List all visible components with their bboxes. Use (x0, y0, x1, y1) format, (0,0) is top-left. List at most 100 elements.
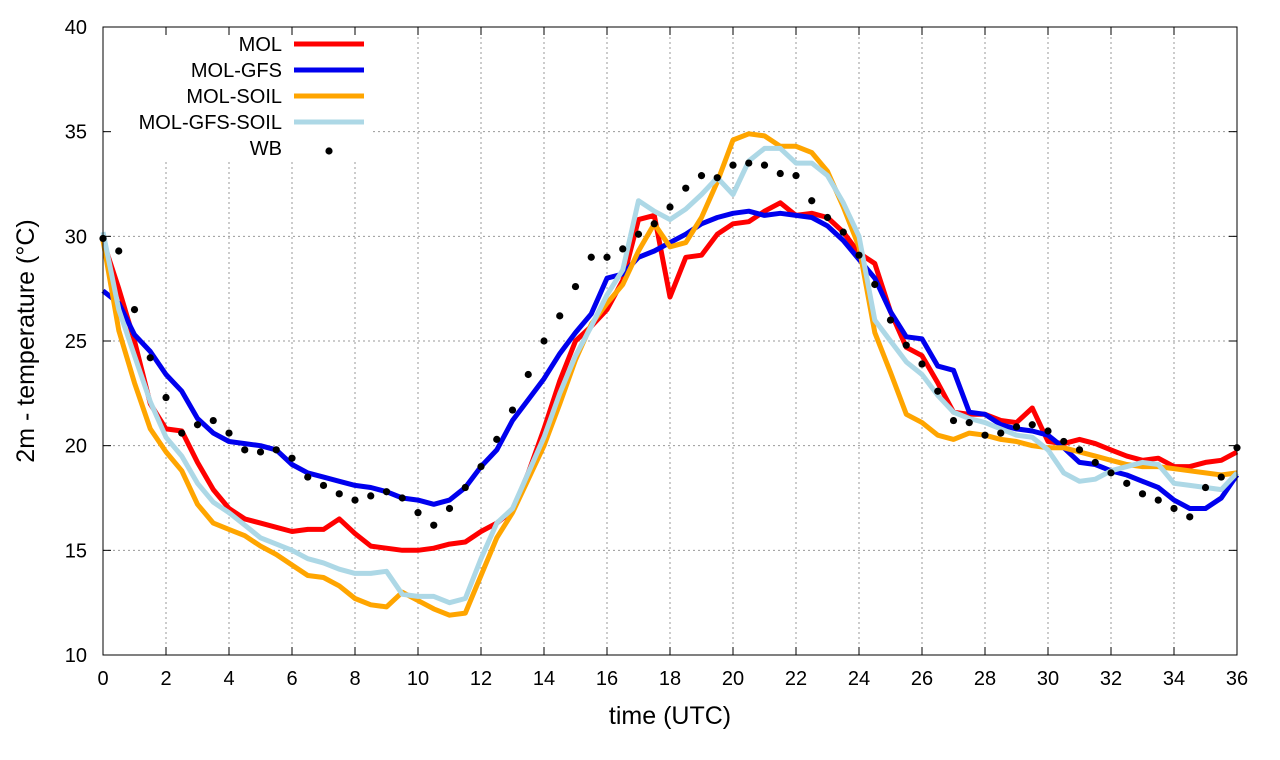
data-point-wb (666, 203, 674, 211)
x-tick-label: 22 (785, 668, 807, 690)
data-point-wb (430, 521, 438, 529)
data-point-wb (1217, 473, 1225, 481)
data-point-wb (603, 253, 611, 261)
data-point-wb (130, 306, 139, 314)
data-point-wb (934, 387, 942, 395)
data-point-wb (193, 421, 202, 429)
series-line-mol (100, 200, 1239, 553)
data-point-wb (1012, 423, 1021, 431)
x-tick-label: 20 (722, 668, 744, 690)
data-point-wb (241, 446, 249, 454)
data-point-wb (445, 504, 454, 513)
data-point-wb (414, 509, 422, 517)
x-tick-label: 16 (596, 668, 618, 690)
data-point-wb (902, 341, 910, 349)
data-point-wb (760, 161, 769, 169)
x-tick-label: 32 (1100, 668, 1122, 690)
x-tick-label: 28 (974, 668, 996, 690)
data-point-wb (556, 312, 564, 320)
data-point-wb (540, 337, 548, 345)
data-point-wb (650, 220, 658, 228)
x-tick-label: 26 (911, 668, 933, 690)
data-point-wb (1170, 504, 1178, 513)
data-point-wb (1154, 496, 1162, 504)
x-tick-label: 10 (407, 668, 429, 690)
data-point-wb (587, 253, 595, 261)
data-point-wb (682, 184, 690, 192)
data-point-wb (209, 416, 217, 425)
data-point-wb (808, 197, 816, 205)
data-point-wb (162, 393, 170, 402)
data-point-wb (382, 488, 391, 496)
y-tick-label: 25 (65, 331, 87, 353)
data-point-wb (367, 492, 375, 500)
data-point-wb (745, 159, 753, 167)
y-tick-label: 20 (65, 436, 87, 458)
series-line-mol-gfs-soil (100, 145, 1239, 606)
legend-label-mol-gfs-soil: MOL-GFS-SOIL (139, 112, 282, 134)
data-point-wb (524, 370, 532, 379)
data-point-wb (225, 429, 233, 437)
y-tick-label: 10 (65, 645, 87, 667)
data-point-wb (272, 446, 280, 454)
legend-label-mol-soil: MOL-SOIL (186, 86, 282, 108)
data-point-wb (634, 230, 643, 238)
data-point-wb (477, 463, 485, 471)
data-point-wb (1186, 513, 1194, 521)
legend: MOL MOL-GFS MOL-SOIL MOL-GFS-SOIL WB (139, 34, 364, 160)
data-point-wb (776, 169, 784, 178)
data-point-wb (319, 481, 328, 490)
x-tick-label: 14 (533, 668, 555, 690)
data-point-wb (115, 247, 123, 255)
data-point-wb (1091, 458, 1099, 467)
data-point-wb (571, 282, 580, 291)
data-point-wb (461, 483, 469, 492)
legend-label-mol: MOL (239, 34, 282, 56)
data-point-wb (1060, 437, 1068, 446)
y-tick-label: 15 (65, 540, 87, 562)
x-tick-label: 2 (160, 668, 171, 690)
x-tick-label: 24 (848, 668, 870, 690)
x-tick-label: 30 (1037, 668, 1059, 690)
y-tick-label: 40 (65, 17, 87, 39)
data-point-wb (508, 406, 517, 414)
data-point-wb (713, 174, 721, 182)
data-point-wb (256, 448, 265, 456)
data-point-wb (146, 354, 154, 362)
data-point-wb (855, 251, 863, 259)
data-point-wb (839, 228, 847, 236)
data-point-wb (304, 473, 312, 481)
data-point-wb (981, 431, 989, 439)
data-point-wb (823, 213, 832, 222)
data-point-wb (1044, 427, 1052, 435)
x-tick-label: 4 (223, 668, 234, 690)
data-point-wb (351, 496, 359, 504)
data-point-wb (1138, 490, 1147, 498)
data-point-wb (1075, 446, 1084, 454)
data-point-wb (1028, 421, 1036, 429)
data-point-wb (1123, 479, 1131, 487)
data-point-wb (792, 172, 800, 180)
data-point-wb (965, 419, 973, 427)
x-tick-label: 6 (286, 668, 297, 690)
x-tick-label: 0 (97, 668, 108, 690)
data-point-wb (1201, 483, 1210, 492)
data-point-wb (1107, 469, 1115, 477)
data-point-wb (178, 429, 186, 437)
series-points-wb (99, 159, 1241, 529)
axis-ticks (102, 26, 1238, 656)
x-tick-label: 36 (1226, 668, 1248, 690)
data-point-wb (697, 172, 706, 180)
x-tick-label: 18 (659, 668, 681, 690)
data-point-wb (918, 360, 926, 368)
data-point-wb (398, 494, 406, 502)
data-point-wb (619, 245, 627, 253)
data-point-wb (493, 435, 501, 443)
legend-swatch-wb (325, 147, 333, 155)
data-point-wb (729, 161, 737, 169)
y-tick-label: 35 (65, 122, 87, 144)
data-point-wb (997, 429, 1005, 437)
data-point-wb (871, 280, 879, 289)
legend-label-mol-gfs: MOL-GFS (191, 60, 282, 82)
